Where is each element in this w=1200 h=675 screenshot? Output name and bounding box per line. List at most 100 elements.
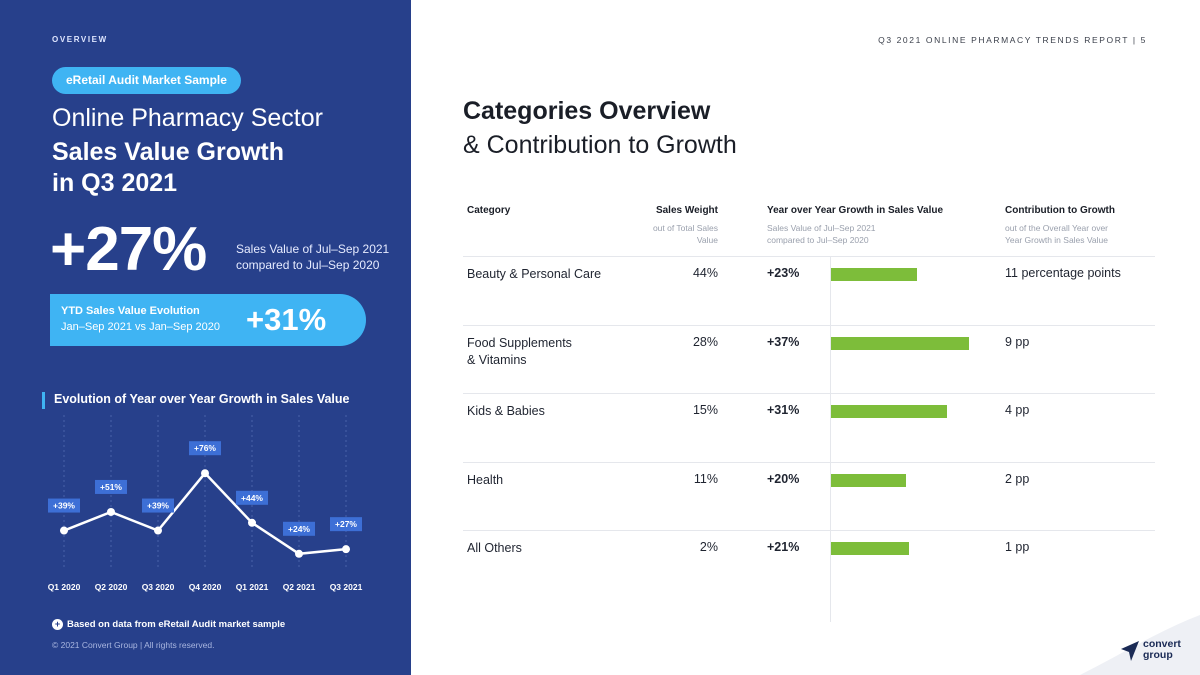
chart-point <box>342 545 350 554</box>
chart-x-tick-label: Q1 2020 <box>48 582 81 592</box>
convert-logo-icon <box>1121 641 1139 661</box>
corner-decoration <box>1080 615 1200 675</box>
section-label: OVERVIEW <box>52 35 108 44</box>
category-name-line-1: Food Supplements <box>467 335 572 350</box>
growth-note-line-2: compared to Jul–Sep 2020 <box>236 258 380 272</box>
sales-weight: 28% <box>692 334 718 349</box>
report-header: Q3 2021 ONLINE PHARMACY TRENDS REPORT | … <box>878 35 1147 45</box>
growth-note-line-1: Sales Value of Jul–Sep 2021 <box>236 242 390 256</box>
yoy-growth: +20% <box>767 471 800 486</box>
growth-bar <box>831 268 917 281</box>
growth-sub-line-1: Sales Value of Jul–Sep 2021 <box>767 223 876 233</box>
page-subtitle: & Contribution to Growth <box>463 131 737 159</box>
chart-point <box>154 526 162 535</box>
ytd-title: YTD Sales Value Evolution <box>61 305 200 317</box>
category-name: Kids & Babies <box>467 404 545 418</box>
category-name: Beauty & Personal Care <box>467 267 602 281</box>
chart-x-tick-label: Q2 2020 <box>95 582 128 592</box>
contribution-to-growth: 11 percentage points <box>1005 266 1121 280</box>
copyright: © 2021 Convert Group | All rights reserv… <box>52 640 215 650</box>
growth-sub-line-2: compared to Jul–Sep 2020 <box>767 235 869 245</box>
column-header-category: Category <box>467 205 511 216</box>
category-name-line-2: & Vitamins <box>467 352 527 367</box>
chart-x-tick-label: Q4 2020 <box>189 582 222 592</box>
chart-data-label-bg <box>189 441 221 456</box>
left-panel: OVERVIEW eRetail Audit Market Sample Onl… <box>0 0 411 675</box>
growth-line-chart: +39% Q1 2020 +51% Q2 2020 +39% Q3 2020 +76% Q4 … <box>48 415 363 592</box>
chart-x-tick-label: Q2 2021 <box>283 582 316 592</box>
contribution-to-growth: 4 pp <box>1005 403 1030 417</box>
column-divider <box>830 256 831 622</box>
ytd-period: Jan–Sep 2021 vs Jan–Sep 2020 <box>61 321 221 333</box>
chart-data-label-bg <box>283 521 315 536</box>
growth-bar <box>831 405 947 418</box>
column-sub-growth: Sales Value of Jul–Sep 2021 compared to … <box>767 222 876 246</box>
table-row: Kids & Babies 15% +31% 4 pp <box>463 393 1155 461</box>
yoy-growth: +37% <box>767 334 800 349</box>
title-line-2a: Sales Value Growth <box>52 138 285 166</box>
accent-bar <box>42 392 45 409</box>
table-row: Food Supplements & Vitamins 28% +37% 9 pp <box>463 324 1155 393</box>
chart-data-label: +24% <box>288 524 310 534</box>
growth-headline-value: +27% <box>50 215 207 284</box>
growth-bar <box>831 542 910 555</box>
chart-point <box>201 469 209 478</box>
chart-point <box>60 526 68 535</box>
yoy-growth: +31% <box>767 403 800 417</box>
growth-bar <box>831 473 906 487</box>
plus-icon: + <box>52 619 63 630</box>
chart-data-label-bg <box>95 479 127 494</box>
yoy-growth: +21% <box>767 540 800 554</box>
weight-sub-line-2: Value <box>696 235 718 245</box>
sales-weight: 11% <box>693 471 718 486</box>
chart-data-label: +44% <box>241 493 263 503</box>
weight-sub-line-1: out of Total Sales <box>652 223 718 233</box>
growth-bar <box>831 336 969 350</box>
title-line-2b: in Q3 2021 <box>52 169 178 197</box>
category-name: Health <box>467 472 504 487</box>
table-row: Beauty & Personal Care 44% +23% 11 percenta… <box>463 256 1155 324</box>
contrib-sub-line-1: out of the Overall Year over <box>1005 223 1109 233</box>
chart-point <box>248 518 256 527</box>
column-header-weight: Sales Weight <box>655 205 718 216</box>
chart-point <box>107 507 115 516</box>
chart-data-label: +76% <box>194 443 216 453</box>
chart-data-label: +27% <box>335 519 357 529</box>
title-line-2: Sales Value Growth in Q3 2021 <box>52 137 372 199</box>
growth-headline-note: Sales Value of Jul–Sep 2021 compared to … <box>236 241 396 273</box>
contribution-to-growth: 9 pp <box>1005 334 1030 349</box>
chart-x-tick-label: Q3 2021 <box>330 582 363 592</box>
chart-data-label: +39% <box>147 501 169 511</box>
column-sub-contribution: out of the Overall Year over Year Growth… <box>1005 222 1108 246</box>
contrib-sub-line-2: Year Growth in Sales Value <box>1005 235 1109 245</box>
chart-data-label-bg <box>330 517 362 532</box>
chart-data-label: +39% <box>53 501 75 511</box>
category-name: All Others <box>467 541 522 555</box>
sales-weight: 15% <box>692 403 718 417</box>
chart-x-tick-label: Q3 2020 <box>142 582 175 592</box>
contribution-to-growth: 2 pp <box>1005 471 1030 486</box>
chart-data-label-bg <box>142 498 174 513</box>
company-logo: convert group <box>1143 638 1181 661</box>
chart-point <box>295 549 303 558</box>
ytd-value: +31% <box>246 302 327 337</box>
yoy-growth: +23% <box>767 266 800 280</box>
chart-data-label-bg <box>48 498 80 513</box>
footnote: Based on data from eRetail Audit market … <box>67 619 286 630</box>
sales-weight: 2% <box>699 540 718 554</box>
sales-weight: 44% <box>692 266 718 280</box>
category-name: Food Supplements & Vitamins <box>467 335 617 369</box>
chart-x-tick-label: Q1 2021 <box>236 582 269 592</box>
ytd-box: YTD Sales Value Evolution Jan–Sep 2021 v… <box>50 294 366 346</box>
column-header-contribution: Contribution to Growth <box>1005 205 1115 216</box>
chart-data-label-bg <box>236 490 268 505</box>
contribution-to-growth: 1 pp <box>1005 540 1030 554</box>
column-sub-weight: out of Total Sales Value <box>598 222 718 246</box>
sample-badge: eRetail Audit Market Sample <box>52 67 241 94</box>
table-row: Health 11% +20% 2 pp <box>463 461 1155 530</box>
table-row: All Others 2% +21% 1 pp <box>463 530 1155 598</box>
chart-data-label: +51% <box>100 482 122 492</box>
column-header-growth: Year over Year Growth in Sales Value <box>767 205 944 216</box>
chart-title: Evolution of Year over Year Growth in Sa… <box>54 392 350 406</box>
page-title: Categories Overview <box>463 97 711 125</box>
